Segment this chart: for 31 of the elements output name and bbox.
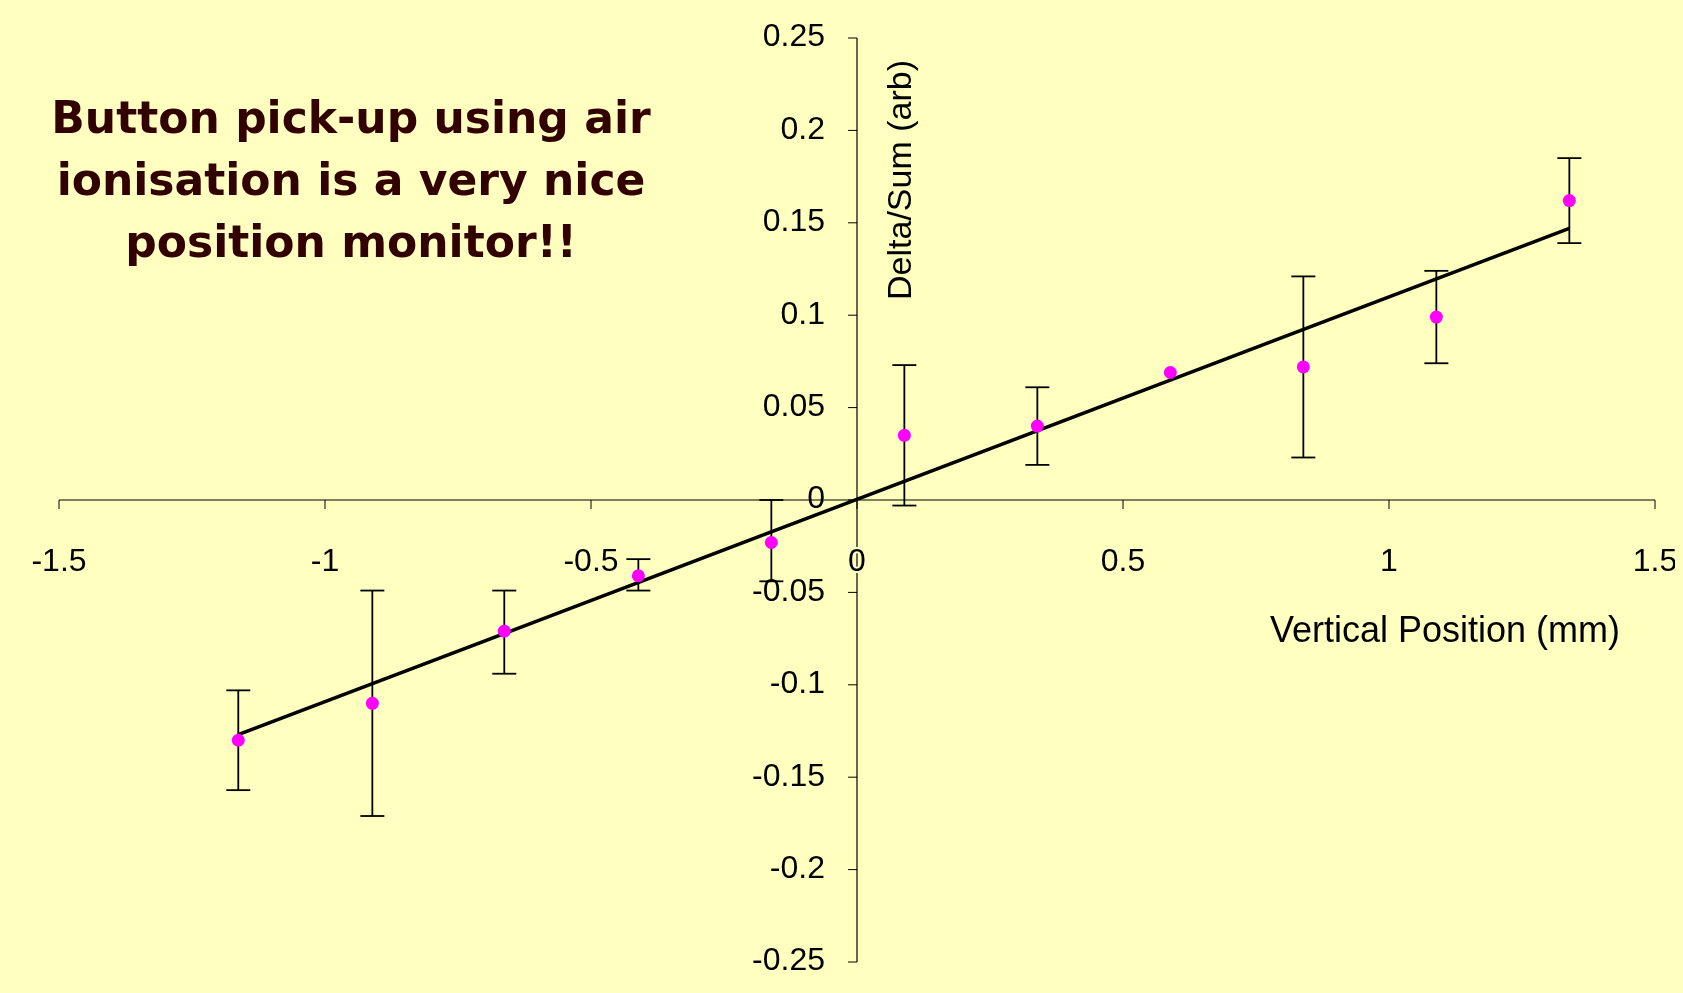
y-tick-label: 0.1 (780, 294, 825, 331)
x-tick-label: 1.5 (1632, 542, 1678, 579)
point (764, 536, 778, 549)
y-tick-label: -0.2 (769, 849, 825, 886)
point (1296, 360, 1310, 374)
y-tick-label: 0.05 (762, 387, 825, 424)
y-tick-label: 0.15 (762, 202, 825, 239)
y-tick-label: -0.15 (752, 756, 825, 793)
x-tick-label: 1 (1380, 542, 1398, 579)
point (231, 733, 245, 747)
point (1562, 194, 1576, 208)
x-tick-label: -1.5 (31, 542, 87, 579)
y-tick-label: -0.05 (752, 571, 825, 608)
y-tick-label: 0.2 (780, 109, 825, 146)
y-tick-label: -0.25 (752, 941, 825, 978)
point (897, 428, 911, 442)
y-tick-label: 0 (807, 479, 825, 516)
x-tick-label: 0.5 (1100, 542, 1146, 579)
y-tick-label: 0.25 (762, 17, 825, 54)
point (365, 696, 379, 710)
x-axis-title: Vertical Position (mm) (1269, 608, 1620, 650)
y-axis-title: Delta/Sum (arb) (879, 60, 918, 300)
text: Button pick-up using air ionisation is a very nice position monitor!! (51, 92, 651, 267)
y-tick-label: -0.1 (769, 664, 825, 701)
point (631, 569, 645, 583)
point (497, 624, 511, 638)
x-tick-label: -0.5 (563, 542, 619, 579)
x-tick-label: -1 (310, 542, 340, 579)
point (1429, 310, 1443, 324)
point (1163, 365, 1177, 379)
point (1030, 419, 1044, 433)
